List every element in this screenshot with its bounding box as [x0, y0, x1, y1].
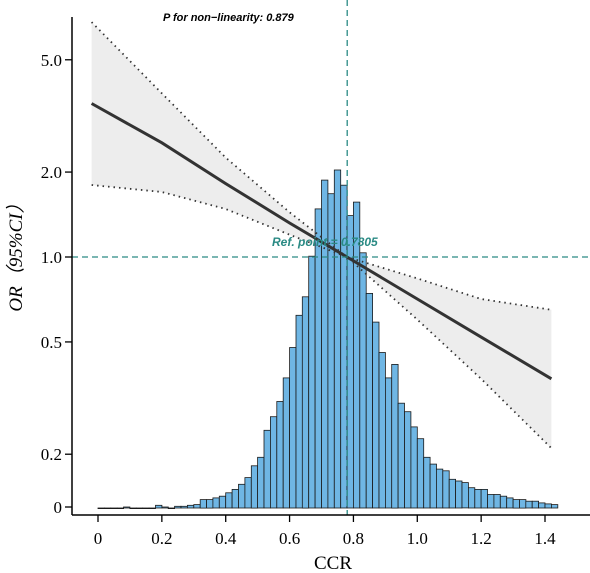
histogram-bar — [148, 507, 156, 510]
histogram-bar — [180, 505, 188, 509]
histogram-bar — [212, 497, 220, 509]
histogram-bar — [365, 292, 374, 509]
histogram-bar — [295, 314, 303, 509]
x-tick-label: 1.2 — [471, 529, 492, 548]
histogram-bar — [423, 456, 431, 509]
histogram-bar — [333, 169, 342, 509]
histogram-bar — [467, 487, 476, 509]
histogram-bar — [384, 377, 393, 509]
or-estimate-line — [90, 102, 553, 381]
histogram-bar — [340, 184, 348, 509]
histogram-bar — [391, 363, 399, 509]
histogram-bar — [238, 483, 246, 509]
spline-curves — [90, 21, 553, 449]
x-axis-title: CCR — [314, 553, 352, 573]
histogram-bar — [282, 377, 291, 509]
x-tick-label: 1.0 — [407, 529, 428, 548]
y-tick-label: 5.0 — [41, 51, 62, 70]
histogram-bar — [161, 506, 169, 509]
y-tick-label: 1.0 — [41, 248, 62, 267]
histogram-bar — [314, 208, 322, 509]
histogram-bar — [142, 507, 150, 510]
histogram-bar — [129, 507, 137, 510]
histogram-bar — [455, 480, 463, 509]
histogram-bar — [372, 321, 380, 509]
histogram-bar — [321, 179, 329, 509]
histogram-bar — [519, 499, 527, 509]
y-axis-title: OR（95%CI） — [5, 194, 27, 311]
x-tick-label: 0.2 — [151, 529, 172, 548]
histogram-bar — [525, 500, 533, 509]
nonlinearity-p-annotation: P for non−linearity: 0.879 — [163, 12, 295, 24]
histogram-bar — [231, 488, 239, 509]
histogram-bar — [289, 347, 297, 509]
histogram-bar — [135, 507, 144, 510]
histogram-bar — [499, 495, 508, 509]
axes: 00.20.40.60.81.01.21.400.20.51.02.05.010… — [41, 17, 590, 548]
histogram-bar — [480, 488, 488, 509]
histogram-bar — [174, 505, 182, 509]
histogram-bar — [199, 499, 207, 509]
histogram-bar — [487, 494, 495, 509]
x-tick-label: 1.4 — [534, 529, 556, 548]
histogram-bar — [257, 456, 265, 509]
histogram-bar — [410, 426, 418, 509]
histogram-bar — [276, 401, 284, 509]
histogram-bar — [429, 463, 437, 509]
histogram-bar — [512, 499, 520, 509]
histogram-bar — [448, 478, 457, 509]
histogram-bar — [397, 402, 405, 509]
histogram-bar — [206, 499, 214, 509]
x-tick-label: 0.4 — [215, 529, 237, 548]
histogram-bar — [123, 506, 131, 509]
histogram-bar — [263, 429, 271, 509]
y-tick-label: 2.0 — [41, 163, 62, 182]
histogram-bar — [225, 492, 233, 509]
histogram-bar — [474, 488, 482, 509]
x-tick-label: 0.6 — [279, 529, 300, 548]
histogram-bar — [155, 504, 163, 509]
histogram-bar — [404, 411, 412, 509]
histogram-bar — [193, 504, 201, 509]
histogram-bar — [544, 503, 552, 509]
x-tick-label: 0.8 — [343, 529, 364, 548]
histogram-bar — [250, 465, 259, 509]
x-tick-label: 0 — [94, 529, 103, 548]
histogram-bar — [359, 252, 367, 509]
histogram — [97, 169, 559, 510]
ref-point-annotation: Ref. point = 0.7805 — [272, 235, 378, 249]
histogram-bar — [416, 438, 425, 509]
y-tick-label: 0.2 — [41, 445, 62, 464]
histogram-bar — [218, 495, 227, 509]
histogram-bar — [442, 470, 450, 509]
histogram-bar — [308, 255, 316, 509]
annotations: P for non−linearity: 0.879 Ref. point = … — [5, 12, 378, 573]
histogram-bar — [97, 507, 105, 510]
histogram-bar — [104, 507, 112, 510]
histogram-bar — [461, 482, 469, 509]
histogram-bar — [116, 507, 124, 510]
histogram-bar — [435, 468, 444, 509]
histogram-bar — [493, 494, 501, 509]
histogram-bar — [301, 296, 310, 509]
histogram-bar — [538, 502, 546, 509]
y-tick-label: 0.5 — [41, 333, 62, 352]
reference-lines — [72, 0, 590, 515]
histogram-bar — [551, 504, 559, 509]
histogram-bar — [378, 352, 386, 509]
histogram-bar — [531, 500, 540, 509]
y-tick-label: 0 — [54, 498, 63, 517]
histogram-bar — [186, 504, 195, 509]
histogram-bar — [110, 507, 118, 510]
histogram-bar — [506, 497, 514, 509]
histogram-bar — [244, 477, 252, 509]
histogram-bar — [269, 416, 278, 509]
histogram-bar — [167, 507, 175, 510]
